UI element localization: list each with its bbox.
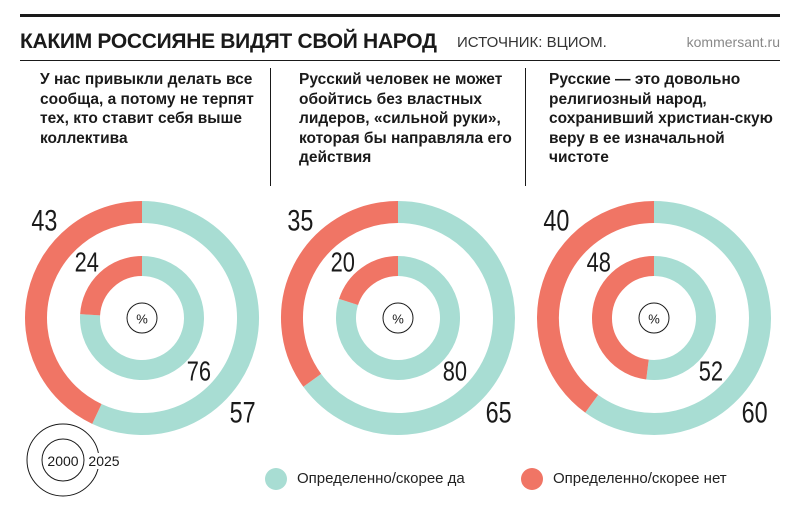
column-divider-2	[525, 68, 526, 186]
panel-3-percent-circle	[638, 302, 670, 334]
legend-yes-swatch	[265, 468, 287, 490]
panel-3-ring-2000-yes-arc	[646, 256, 716, 380]
panel-3-ring-2025-no-arc	[536, 201, 655, 413]
panel-1-2000-yes-label: 76	[187, 356, 211, 387]
panel-2-2025-yes-label: 65	[486, 396, 512, 429]
year-legend-inner-label: 2000	[47, 453, 78, 469]
chart-title: КАКИМ РОССИЯНЕ ВИДЯТ СВОЙ НАРОД	[20, 30, 437, 53]
year-legend-label-backing	[86, 453, 122, 469]
panel-2-percent-circle	[382, 302, 414, 334]
legend-yes-label: Определенно/скорее да	[297, 470, 465, 487]
year-legend-inner-circle	[41, 438, 85, 482]
panel-2-2000-yes-label: 80	[443, 356, 467, 387]
panel-1-percent-sign: %	[136, 312, 148, 327]
column-divider-1	[270, 68, 271, 186]
panel-3-ring-2000-no-arc	[592, 256, 655, 380]
panel-1-2025-yes-label: 57	[230, 396, 256, 429]
panel-1-ring-2025-yes-arc	[92, 201, 259, 435]
panel-3-2000-yes-label: 52	[699, 356, 723, 387]
question-2: Русский человек не может обойтись без вл…	[299, 71, 512, 166]
top-rule	[20, 14, 780, 17]
panel-1-percent-circle	[126, 302, 158, 334]
legend-no-label: Определенно/скорее нет	[553, 470, 727, 487]
panel-2-ring-2000-yes-arc	[336, 256, 460, 380]
panel-2-ring-2025-yes-arc	[303, 201, 515, 435]
panel-3-2025-yes-label: 60	[742, 396, 768, 429]
panel-3-percent-sign: %	[648, 312, 660, 327]
panel-3-2000-no-label: 48	[587, 247, 611, 278]
panel-1-ring-2025-no-arc	[25, 201, 143, 424]
panel-2-2000-no-label: 20	[331, 247, 355, 278]
legend-no-swatch	[521, 468, 543, 490]
header-rule	[20, 60, 780, 61]
brand-label: kommersant.ru	[686, 34, 780, 50]
question-1: У нас привыкли делать все сообща, а пото…	[40, 71, 254, 147]
panel-1-2025-no-label: 43	[31, 204, 57, 237]
panel-1-2000-no-label: 24	[75, 247, 99, 278]
question-3: Русские — это довольно религиозный народ…	[549, 71, 773, 166]
panel-3-2025-no-label: 40	[543, 204, 569, 237]
panel-1-ring-2000-no-arc	[80, 256, 143, 316]
panel-1-ring-2000-yes-arc	[80, 256, 204, 380]
panel-2-2025-no-label: 35	[287, 204, 313, 237]
panel-2-ring-2000-no-arc	[339, 256, 399, 306]
panel-2-percent-sign: %	[392, 312, 404, 327]
source-label: ИСТОЧНИК: ВЦИОМ.	[457, 34, 607, 51]
panel-3-ring-2025-yes-arc	[585, 201, 771, 435]
panel-2-ring-2025-no-arc	[281, 201, 399, 387]
year-legend-outer-label: 2025	[88, 453, 119, 469]
header: КАКИМ РОССИЯНЕ ВИДЯТ СВОЙ НАРОД ИСТОЧНИК…	[20, 28, 780, 56]
